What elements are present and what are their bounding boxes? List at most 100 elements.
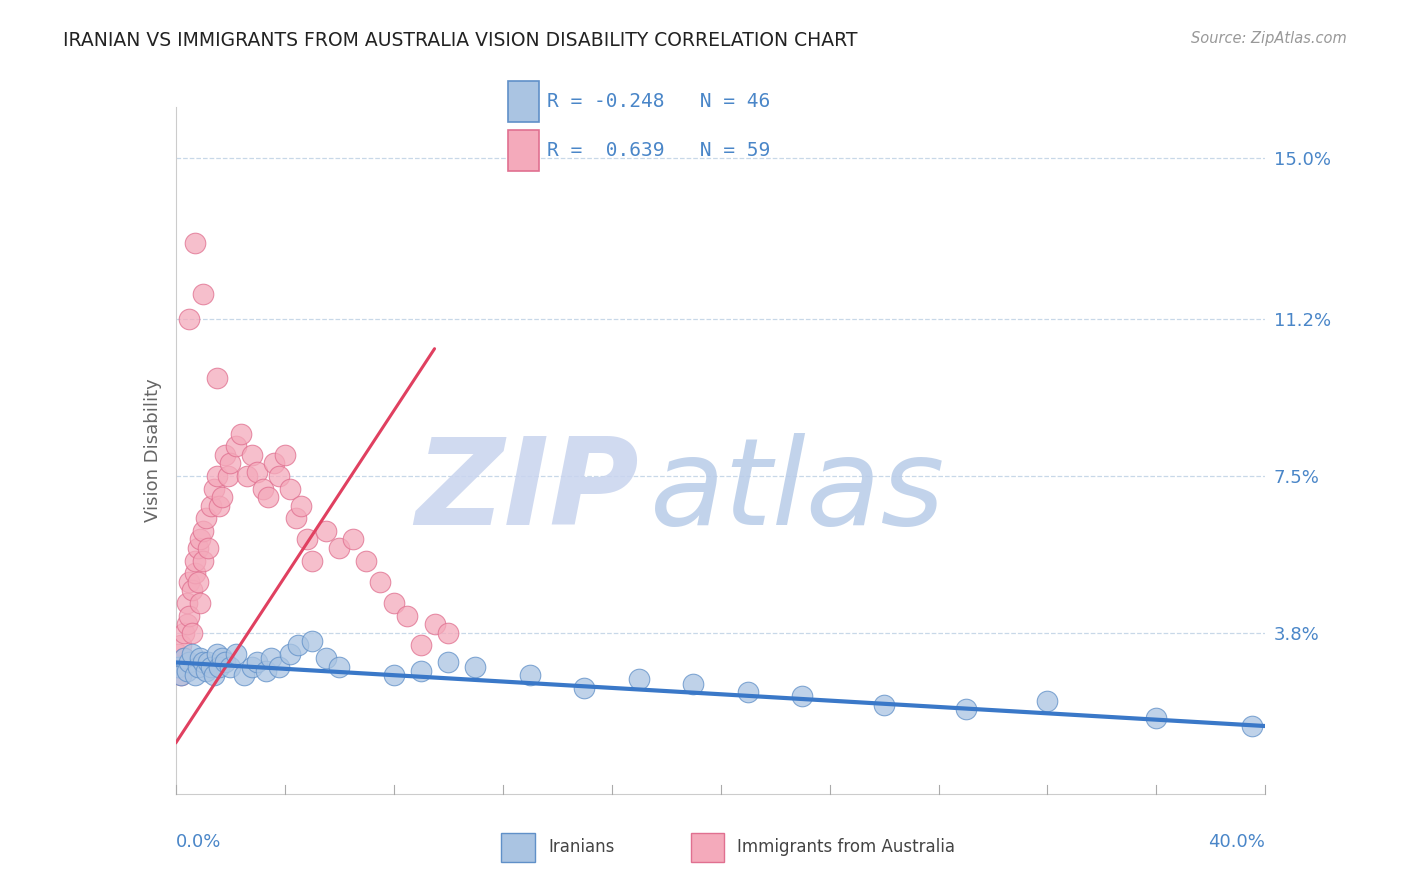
Point: [240, 659, 263, 673]
Point: [205, 647, 228, 661]
Point: [188, 533, 211, 547]
Point: [342, 533, 364, 547]
Point: [191, 554, 214, 568]
Point: [356, 554, 378, 568]
Point: [278, 647, 301, 661]
Point: [287, 639, 309, 653]
Point: [219, 659, 242, 673]
Point: [200, 659, 222, 673]
Point: [315, 524, 337, 538]
Point: [955, 702, 977, 716]
Point: [252, 482, 274, 496]
Bar: [501, 833, 534, 862]
Point: [197, 656, 219, 670]
Point: [197, 541, 219, 555]
Point: [188, 596, 211, 610]
Point: [200, 499, 222, 513]
Point: [214, 448, 236, 462]
Text: 0.0%: 0.0%: [176, 833, 221, 851]
Point: [184, 566, 207, 581]
Point: [194, 511, 217, 525]
Point: [205, 371, 228, 385]
Point: [254, 664, 277, 678]
Point: [181, 583, 204, 598]
Bar: [508, 130, 538, 170]
Bar: [690, 833, 724, 862]
Point: [295, 533, 318, 547]
Point: [382, 596, 405, 610]
Text: Iranians: Iranians: [548, 838, 614, 856]
Point: [170, 668, 193, 682]
Point: [184, 554, 207, 568]
Point: [191, 656, 214, 670]
Point: [170, 668, 193, 682]
Point: [211, 651, 233, 665]
Point: [269, 659, 291, 673]
Y-axis label: Vision Disability: Vision Disability: [143, 378, 162, 523]
Point: [167, 647, 190, 661]
Point: [328, 659, 350, 673]
Point: [246, 656, 269, 670]
Point: [627, 673, 650, 687]
Point: [205, 469, 228, 483]
Text: Source: ZipAtlas.com: Source: ZipAtlas.com: [1191, 31, 1347, 46]
Point: [284, 511, 307, 525]
Point: [191, 286, 214, 301]
Point: [235, 469, 257, 483]
Point: [208, 659, 231, 673]
Point: [260, 651, 283, 665]
Point: [176, 596, 198, 610]
Point: [382, 668, 405, 682]
Point: [437, 625, 460, 640]
Point: [396, 608, 419, 623]
Point: [208, 499, 231, 513]
Point: [173, 625, 195, 640]
Point: [217, 469, 239, 483]
Point: [170, 639, 193, 653]
Point: [231, 426, 253, 441]
Text: R = -0.248   N = 46: R = -0.248 N = 46: [547, 92, 770, 111]
Text: IRANIAN VS IMMIGRANTS FROM AUSTRALIA VISION DISABILITY CORRELATION CHART: IRANIAN VS IMMIGRANTS FROM AUSTRALIA VIS…: [63, 31, 858, 50]
Point: [682, 676, 704, 690]
Point: [186, 541, 209, 555]
Point: [181, 625, 204, 640]
Point: [179, 312, 201, 326]
Point: [179, 656, 201, 670]
Point: [301, 554, 323, 568]
Point: [186, 574, 209, 589]
Point: [737, 685, 759, 699]
Point: [194, 664, 217, 678]
Text: R =  0.639   N = 59: R = 0.639 N = 59: [547, 141, 770, 160]
Point: [225, 439, 247, 453]
Point: [246, 465, 269, 479]
Point: [232, 668, 254, 682]
Point: [274, 448, 297, 462]
Point: [257, 490, 280, 504]
Point: [792, 690, 814, 704]
Point: [519, 668, 541, 682]
Point: [188, 651, 211, 665]
Point: [269, 469, 291, 483]
Point: [574, 681, 596, 695]
Point: [301, 634, 323, 648]
Point: [176, 664, 198, 678]
Point: [278, 482, 301, 496]
Point: [191, 524, 214, 538]
Text: ZIP: ZIP: [415, 434, 638, 550]
Point: [290, 499, 312, 513]
Point: [315, 651, 337, 665]
Point: [328, 541, 350, 555]
Point: [179, 608, 201, 623]
Point: [437, 656, 460, 670]
Point: [1240, 719, 1263, 733]
Text: atlas: atlas: [650, 434, 945, 550]
Point: [219, 456, 242, 470]
Text: 40.0%: 40.0%: [1209, 833, 1265, 851]
Point: [214, 656, 236, 670]
Point: [167, 659, 190, 673]
Point: [181, 647, 204, 661]
Point: [1144, 710, 1167, 724]
Text: Immigrants from Australia: Immigrants from Australia: [737, 838, 955, 856]
Point: [211, 490, 233, 504]
Point: [173, 651, 195, 665]
